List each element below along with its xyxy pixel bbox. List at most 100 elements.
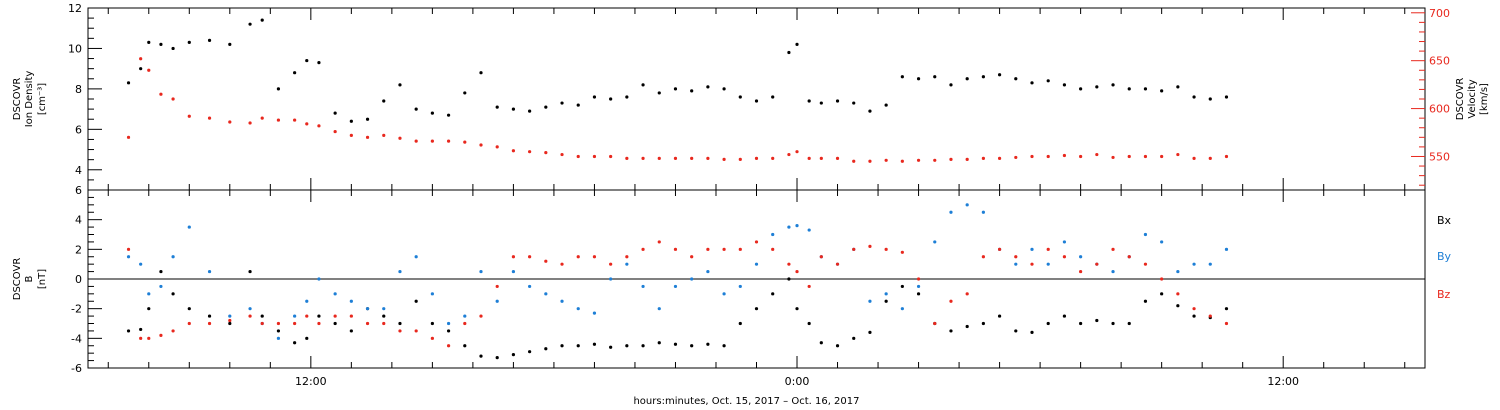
data-point (139, 67, 143, 71)
data-point (187, 40, 191, 44)
data-point (787, 277, 791, 281)
data-point (382, 133, 386, 137)
data-point (592, 154, 597, 159)
data-point (382, 314, 386, 318)
data-point (819, 341, 823, 345)
data-point (795, 307, 799, 311)
data-point (981, 321, 985, 326)
data-point (430, 321, 434, 326)
data-point (365, 307, 370, 311)
data-point (305, 122, 309, 126)
top-right-tick-label: 650 (1429, 55, 1450, 68)
data-point (965, 157, 969, 161)
data-point (900, 250, 904, 254)
data-point (398, 329, 402, 333)
data-point (1208, 314, 1212, 318)
data-point (690, 344, 694, 348)
top-left-tick-label: 10 (68, 42, 82, 55)
top-right-tick-label: 600 (1429, 103, 1450, 116)
data-point (207, 38, 212, 42)
data-point (592, 311, 597, 315)
top-left-axis: 4 6 8 10 12 (68, 2, 102, 181)
data-point (349, 119, 353, 123)
data-point (463, 344, 467, 348)
data-point (560, 299, 564, 303)
data-point (754, 240, 759, 244)
data-point (787, 152, 791, 157)
data-point (544, 151, 548, 155)
data-point (884, 292, 888, 296)
data-point (933, 321, 937, 326)
data-point (916, 77, 921, 81)
data-point (560, 262, 564, 266)
data-point (771, 247, 775, 251)
data-point (139, 262, 143, 266)
data-point (365, 321, 370, 326)
data-point (1030, 154, 1034, 159)
data-point (382, 321, 386, 326)
data-point (609, 277, 613, 281)
data-point (1062, 240, 1067, 244)
data-point (228, 318, 232, 323)
top-left-tick-label: 12 (68, 2, 82, 15)
data-point (933, 240, 937, 244)
data-point (305, 299, 309, 303)
data-point (1014, 77, 1018, 81)
data-point (147, 307, 151, 311)
data-point (207, 321, 212, 326)
data-point (1127, 87, 1131, 91)
data-point (446, 344, 451, 348)
data-point (1160, 240, 1164, 244)
data-point (126, 81, 131, 85)
data-point (276, 118, 281, 122)
data-point (1192, 262, 1196, 266)
data-point (949, 329, 953, 333)
data-point (852, 101, 856, 105)
data-point (463, 314, 467, 318)
data-point (625, 344, 629, 348)
top-right-ylabel-line3: [km/s] (1479, 83, 1490, 115)
data-point (414, 139, 418, 143)
data-point (1062, 83, 1067, 87)
data-point (754, 156, 759, 160)
data-point (365, 117, 370, 121)
data-point (771, 156, 775, 160)
data-point (463, 321, 467, 326)
data-point (495, 284, 499, 289)
data-point (276, 87, 281, 91)
data-point (1079, 269, 1083, 274)
data-point (1046, 154, 1050, 159)
data-point (673, 87, 678, 91)
data-point (248, 314, 252, 318)
data-point (511, 269, 516, 274)
data-point (1192, 307, 1196, 311)
data-point (1111, 83, 1115, 87)
data-point (187, 114, 191, 118)
data-point (305, 336, 309, 340)
data-point (544, 105, 548, 109)
data-point (1224, 247, 1229, 251)
data-point (657, 156, 661, 160)
data-point (398, 136, 402, 140)
bottom-left-axis: -6 -4 -2 0 2 4 6 (71, 184, 102, 375)
data-point (430, 336, 434, 340)
data-point (868, 330, 872, 334)
data-point (690, 89, 694, 93)
data-point (147, 40, 151, 44)
data-point (1046, 262, 1050, 266)
data-point (722, 87, 726, 91)
data-point (900, 284, 904, 289)
data-point (1176, 292, 1180, 296)
data-point (511, 353, 516, 357)
data-point (511, 255, 516, 259)
data-point (722, 247, 726, 251)
data-point (625, 255, 629, 259)
data-point (1176, 304, 1180, 308)
data-point (884, 103, 888, 107)
data-point (1208, 156, 1212, 160)
data-point (690, 156, 694, 160)
data-point (1143, 87, 1148, 91)
data-point (997, 247, 1002, 251)
bottom-ylabel-line1: DSCOVR (12, 258, 23, 301)
